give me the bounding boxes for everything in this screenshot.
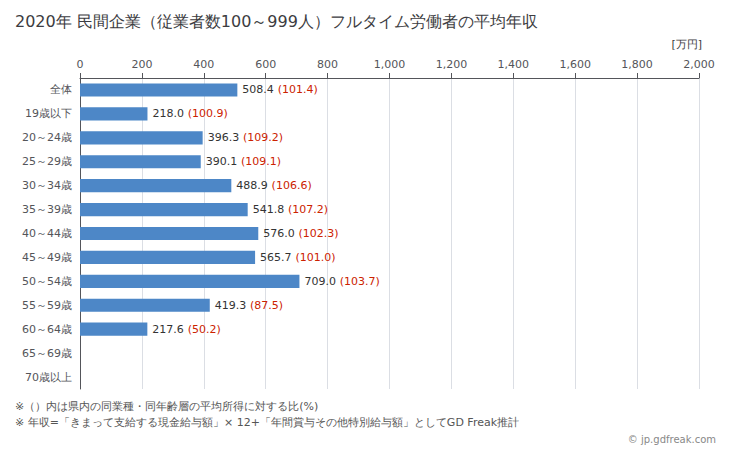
svg-text:(102.3): (102.3) — [299, 227, 339, 240]
svg-text:30～34歳: 30～34歳 — [22, 179, 72, 192]
svg-text:218.0: 218.0 — [152, 107, 184, 120]
svg-text:488.9: 488.9 — [236, 179, 268, 192]
svg-text:(109.2): (109.2) — [243, 131, 283, 144]
svg-text:70歳以上: 70歳以上 — [25, 371, 72, 384]
svg-text:(109.1): (109.1) — [241, 155, 281, 168]
svg-text:709.0: 709.0 — [304, 275, 336, 288]
svg-text:※（）内は県内の同業種・同年齢層の平均所得に対する比(%): ※（）内は県内の同業種・同年齢層の平均所得に対する比(%) — [15, 400, 318, 413]
svg-text:(100.9): (100.9) — [188, 107, 228, 120]
svg-text:1,600: 1,600 — [559, 58, 591, 71]
svg-text:(50.2): (50.2) — [188, 323, 221, 336]
svg-text:396.3: 396.3 — [208, 131, 240, 144]
svg-text:1,400: 1,400 — [498, 58, 530, 71]
svg-text:2,000: 2,000 — [683, 58, 715, 71]
svg-text:20～24歳: 20～24歳 — [22, 131, 72, 144]
svg-text:25～29歳: 25～29歳 — [22, 155, 72, 168]
svg-text:1,000: 1,000 — [374, 58, 406, 71]
svg-text:55～59歳: 55～59歳 — [22, 299, 72, 312]
svg-text:200: 200 — [131, 58, 152, 71]
svg-text:508.4: 508.4 — [242, 83, 274, 96]
svg-text:© jp.gdfreak.com: © jp.gdfreak.com — [628, 434, 716, 445]
svg-text:60～64歳: 60～64歳 — [22, 323, 72, 336]
svg-text:576.0: 576.0 — [263, 227, 295, 240]
svg-text:1,200: 1,200 — [436, 58, 468, 71]
svg-text:40～44歳: 40～44歳 — [22, 227, 72, 240]
svg-text:(101.4): (101.4) — [278, 83, 318, 96]
svg-text:45～49歳: 45～49歳 — [22, 251, 72, 264]
svg-text:217.6: 217.6 — [152, 323, 184, 336]
svg-text:※ 年収=「きまって支給する現金給与額」× 12+「年間賞与: ※ 年収=「きまって支給する現金給与額」× 12+「年間賞与その他特別給与額」と… — [15, 416, 519, 429]
svg-text:50～54歳: 50～54歳 — [22, 275, 72, 288]
svg-text:2020年 民間企業（従業者数100～999人）フルタイム労: 2020年 民間企業（従業者数100～999人）フルタイム労働者の平均年収 — [15, 12, 538, 31]
svg-text:541.8: 541.8 — [253, 203, 285, 216]
svg-text:19歳以下: 19歳以下 — [25, 107, 72, 120]
svg-text:600: 600 — [255, 58, 276, 71]
svg-text:65～69歳: 65～69歳 — [22, 347, 72, 360]
svg-text:全体: 全体 — [50, 83, 72, 96]
svg-text:(107.2): (107.2) — [288, 203, 328, 216]
svg-text:1,800: 1,800 — [621, 58, 653, 71]
svg-text:565.7: 565.7 — [260, 251, 292, 264]
svg-text:35～39歳: 35～39歳 — [22, 203, 72, 216]
svg-text:0: 0 — [77, 58, 84, 71]
svg-text:(101.0): (101.0) — [295, 251, 335, 264]
svg-text:419.3: 419.3 — [215, 299, 247, 312]
svg-text:390.1: 390.1 — [206, 155, 238, 168]
svg-text:400: 400 — [193, 58, 214, 71]
svg-text:(87.5): (87.5) — [250, 299, 283, 312]
svg-text:(103.7): (103.7) — [340, 275, 380, 288]
svg-text:(106.6): (106.6) — [272, 179, 312, 192]
svg-text:[万円]: [万円] — [671, 38, 702, 51]
svg-text:800: 800 — [317, 58, 338, 71]
